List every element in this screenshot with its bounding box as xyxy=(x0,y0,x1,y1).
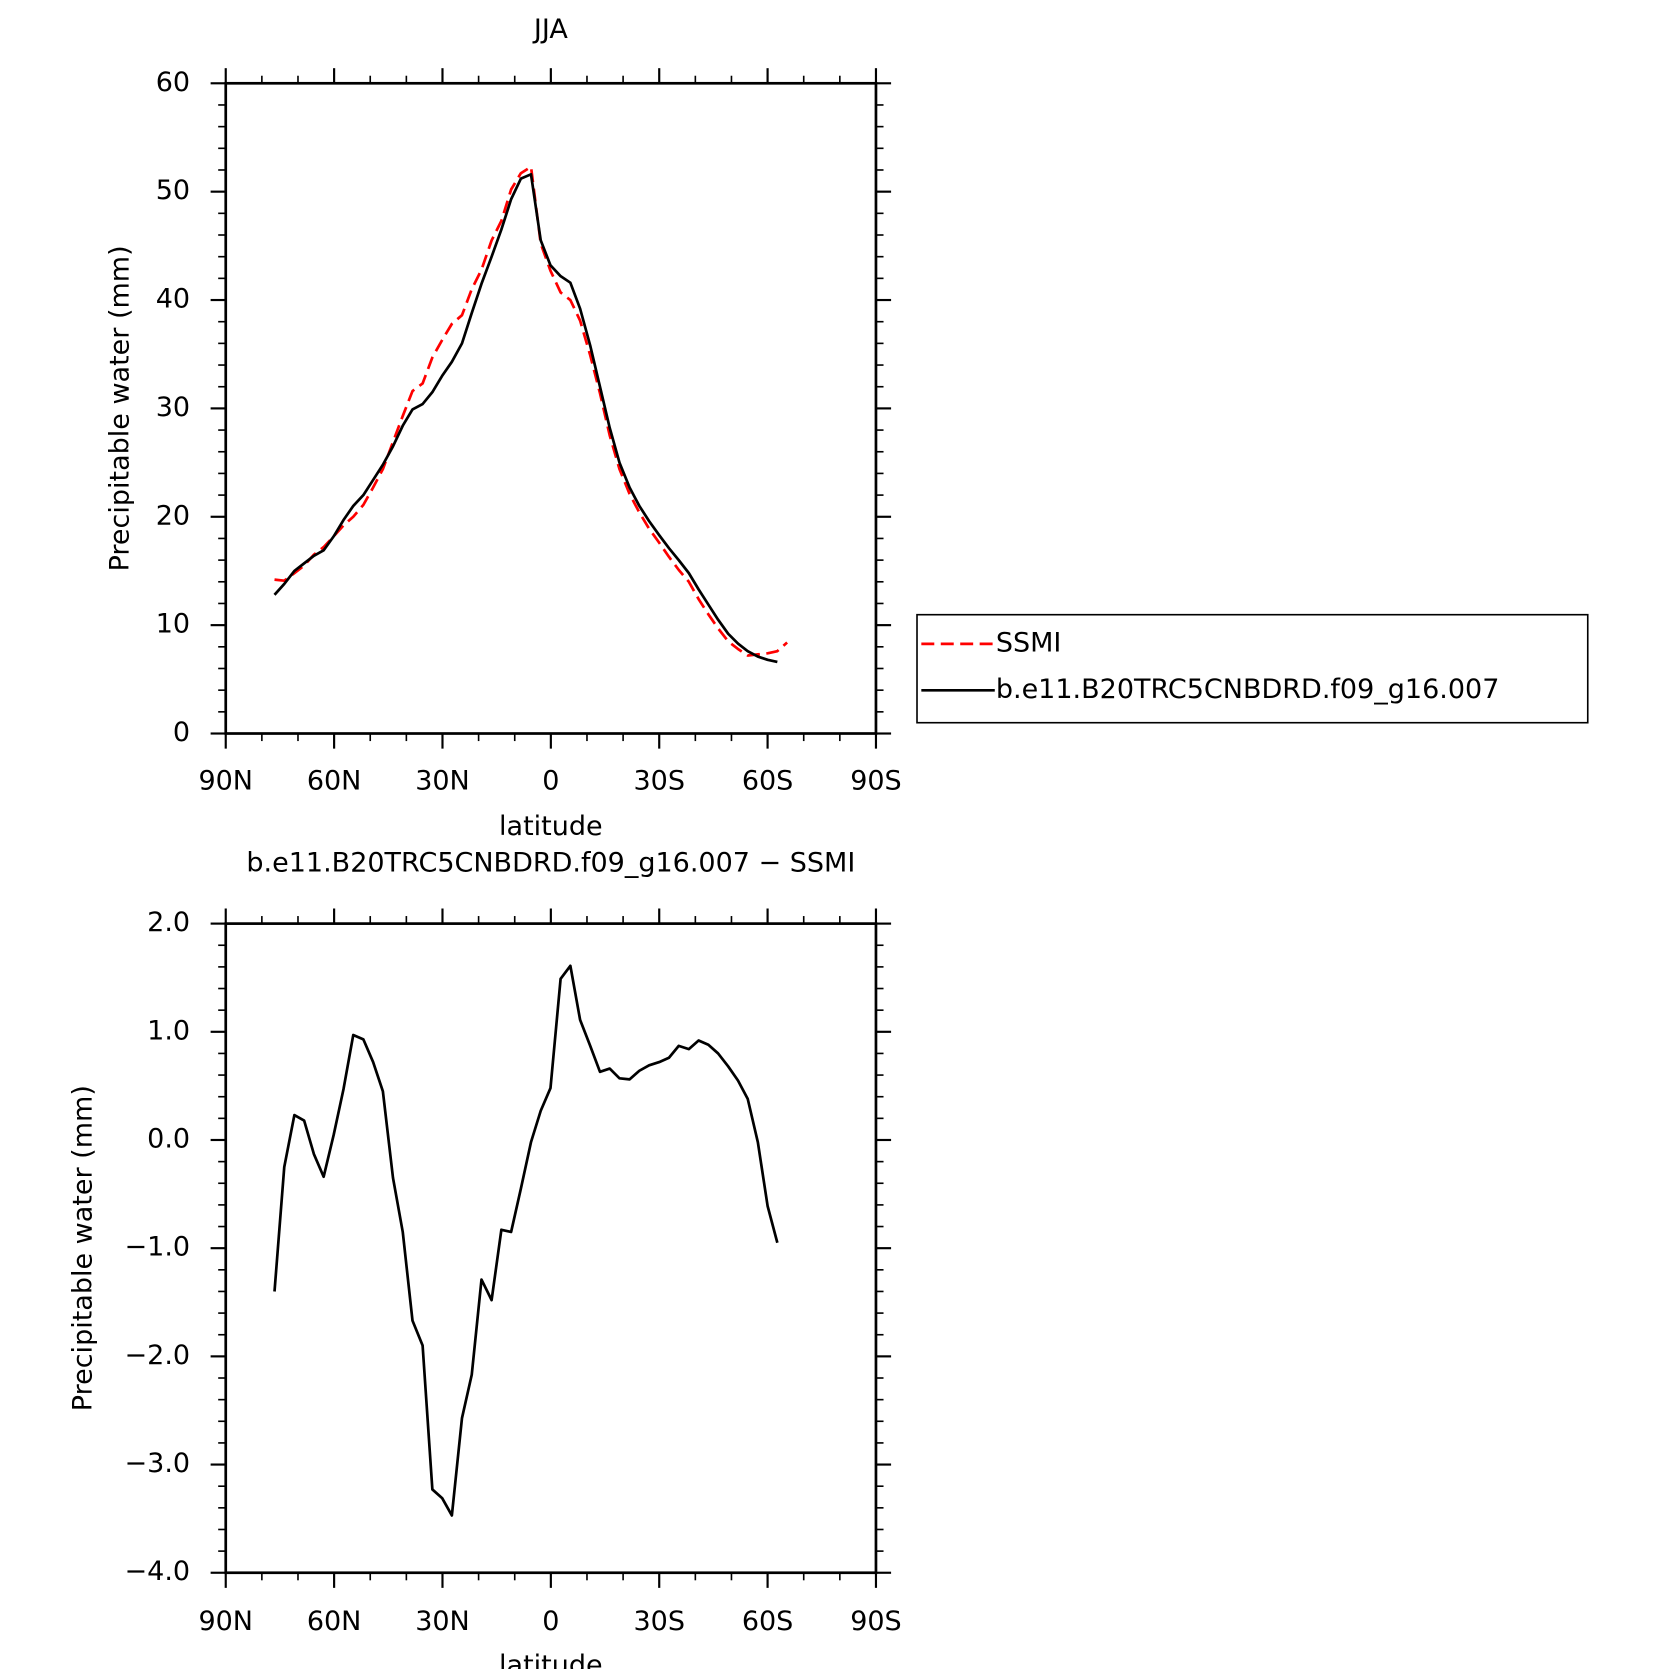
x-tick-label: 30N xyxy=(415,1606,470,1637)
y-tick-label: 0 xyxy=(173,717,190,748)
data-line xyxy=(273,964,779,1517)
x-tick-label: 60N xyxy=(307,766,362,797)
plot-frame xyxy=(224,922,878,1575)
x-tick-label: 90N xyxy=(198,766,253,797)
legend-box xyxy=(916,613,1589,724)
x-tick-label: 30S xyxy=(633,766,685,797)
y-tick-label: 10 xyxy=(156,609,190,640)
y-tick-label: 50 xyxy=(156,175,190,206)
y-tick-label: 30 xyxy=(156,392,190,423)
x-tick-label: 90S xyxy=(850,1606,902,1637)
x-axis-label: latitude xyxy=(499,1650,603,1669)
data-line xyxy=(273,172,778,664)
x-tick-label: 0 xyxy=(542,1606,559,1637)
x-tick-label: 0 xyxy=(542,766,559,797)
x-tick-label: 30N xyxy=(415,766,470,797)
x-tick-label: 60S xyxy=(742,766,794,797)
y-axis-label: Precipitable water (mm) xyxy=(68,1085,99,1411)
x-tick-label: 60S xyxy=(742,1606,794,1637)
y-tick-label: 60 xyxy=(156,67,190,98)
y-tick-label: 1.0 xyxy=(147,1015,190,1046)
y-tick-label: −2.0 xyxy=(125,1340,191,1371)
x-tick-label: 90S xyxy=(850,766,902,797)
y-tick-label: −4.0 xyxy=(125,1556,191,1587)
x-tick-label: 90N xyxy=(198,1606,253,1637)
chart-title: JJA xyxy=(532,14,568,45)
y-tick-label: −1.0 xyxy=(125,1232,191,1263)
x-axis-label: latitude xyxy=(499,811,603,842)
y-tick-label: 2.0 xyxy=(147,907,190,938)
legend-label: SSMI xyxy=(996,627,1062,658)
y-tick-label: 20 xyxy=(156,500,190,531)
chart-title: b.e11.B20TRC5CNBDRD.f09_g16.007 − SSMI xyxy=(246,848,855,879)
data-line xyxy=(274,165,789,657)
x-tick-label: 60N xyxy=(307,1606,362,1637)
legend-label: b.e11.B20TRC5CNBDRD.f09_g16.007 xyxy=(996,674,1500,705)
plot-frame xyxy=(224,81,878,735)
y-tick-label: −3.0 xyxy=(125,1448,191,1479)
y-tick-label: 0.0 xyxy=(147,1123,190,1154)
y-axis-label: Precipitable water (mm) xyxy=(104,245,135,571)
y-tick-label: 40 xyxy=(156,284,190,315)
x-tick-label: 30S xyxy=(633,1606,685,1637)
